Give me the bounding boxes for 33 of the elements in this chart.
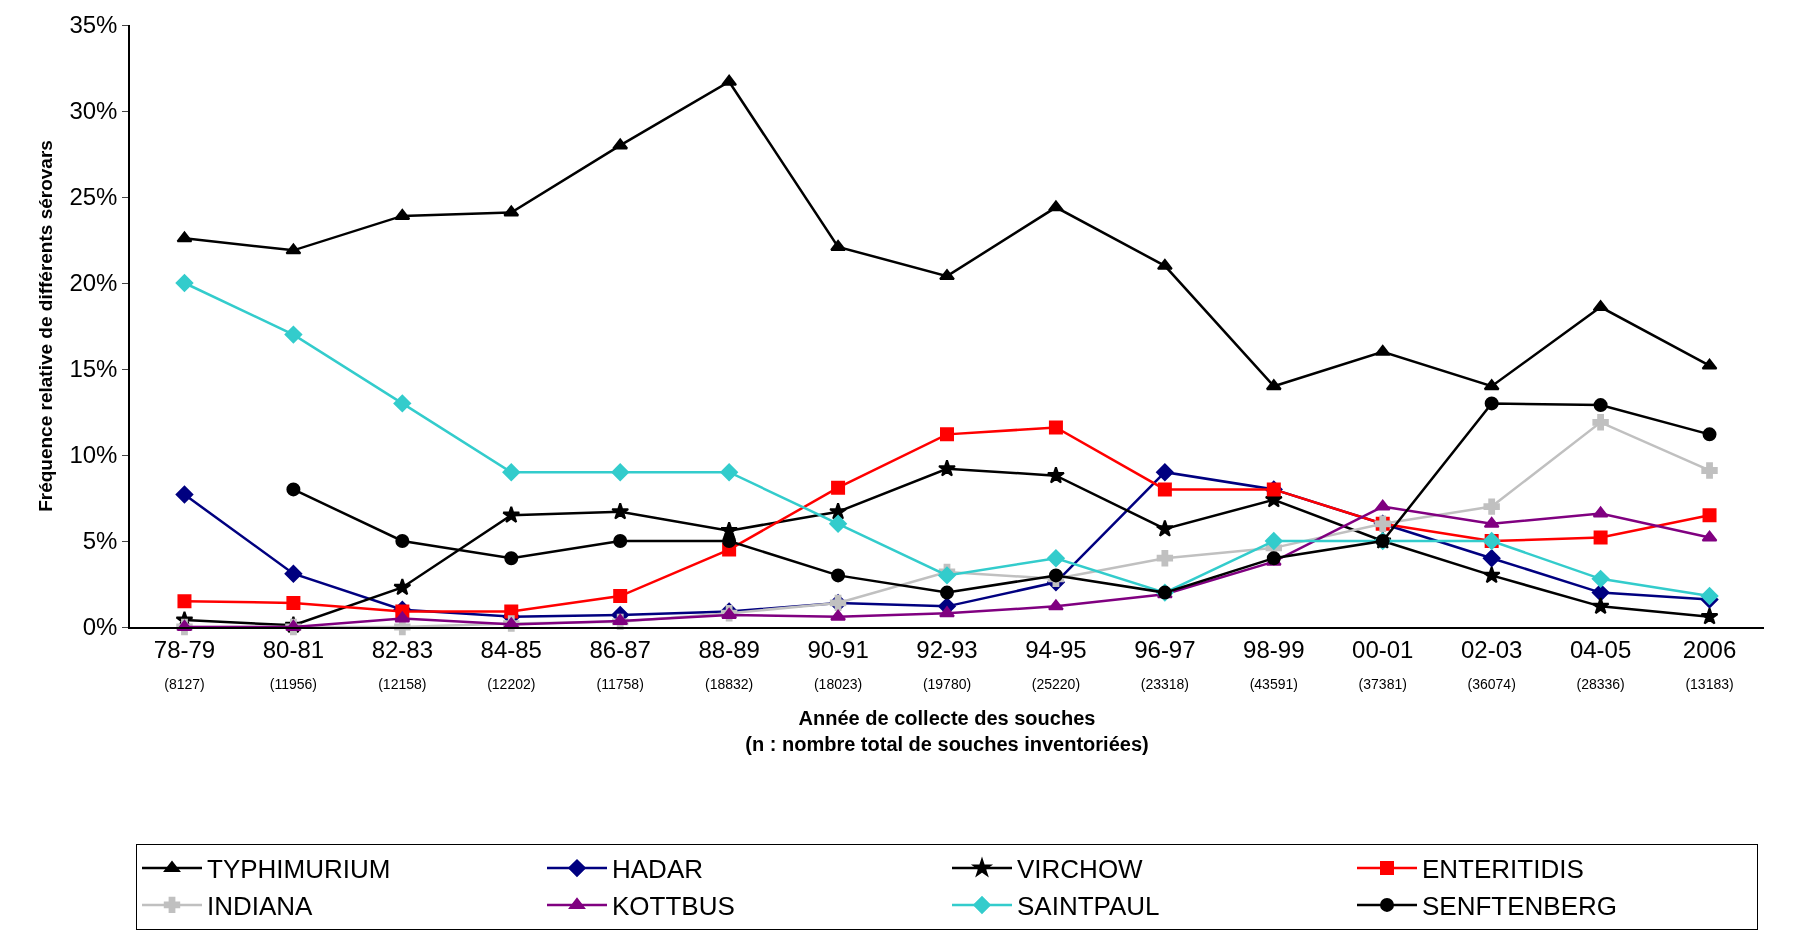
legend-label: VIRCHOW <box>1017 854 1144 885</box>
x-tick-label: 04-05 (28336) <box>1569 635 1632 692</box>
legend-label: TYPHIMURIUM <box>207 854 391 885</box>
x-tick-label: 90-91 (18023) <box>807 635 869 692</box>
x-tick-label: 88-89 (18832) <box>698 635 760 692</box>
legend-label: INDIANA <box>207 891 314 922</box>
y-tick-label: 0% <box>82 613 118 641</box>
x-tick-label: 94-95 (25220) <box>1025 635 1087 692</box>
y-tick-label: 15% <box>69 355 118 383</box>
x-tick-label: 2006 (13183) <box>1682 635 1737 692</box>
x-tick-label: 96-97 (23318) <box>1134 635 1196 692</box>
legend-label: SAINTPAUL <box>1017 891 1160 922</box>
legend-label: HADAR <box>612 854 704 885</box>
y-tick-label: 25% <box>69 183 118 211</box>
x-tick-label: 92-93 (19780) <box>916 635 978 692</box>
y-tick-label: 35% <box>69 11 118 39</box>
x-tick-label: 00-01 (37381) <box>1352 635 1414 692</box>
x-tick-label: 78-79 (8127) <box>153 635 216 692</box>
legend-label: SENFTENBERG <box>1422 891 1618 922</box>
x-tick-label: 98-99 (43591) <box>1243 635 1305 692</box>
y-tick-label: 20% <box>69 269 118 297</box>
x-tick-label: 82-83 (12158) <box>371 635 434 692</box>
x-tick-label: 80-81 (11956) <box>262 635 325 692</box>
x-tick-label: 02-03 (36074) <box>1460 635 1523 692</box>
legend-label: KOTTBUS <box>612 891 735 922</box>
x-tick-label: 84-85 (12202) <box>480 635 542 692</box>
y-tick-label: 30% <box>69 97 118 125</box>
y-tick-label: 10% <box>69 441 118 469</box>
legend-label: ENTERITIDIS <box>1422 854 1584 885</box>
y-axis-title: Fréquence relative de différents sérovars <box>34 140 56 512</box>
x-axis-title: Année de collecte des souches (n : nombre total de souches inventoriées) <box>745 706 1149 755</box>
x-tick-label: 86-87 (11758) <box>589 635 651 692</box>
y-tick-label: 5% <box>82 527 118 555</box>
